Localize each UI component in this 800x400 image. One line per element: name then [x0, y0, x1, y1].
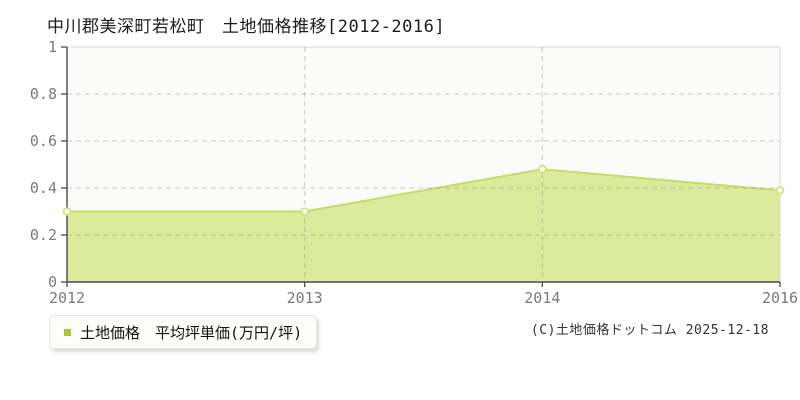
data-point-marker — [538, 164, 547, 174]
series-line — [67, 168, 781, 213]
y-axis-label: 0.2 — [30, 226, 57, 244]
y-axis-label: 0.6 — [30, 132, 57, 150]
x-axis-label: 2014 — [524, 289, 560, 307]
copyright-text: (C)土地価格ドットコム 2025-12-18 — [530, 323, 769, 338]
x-axis-label: 2012 — [49, 289, 85, 307]
y-axis-label: 0.8 — [30, 85, 57, 103]
data-point-marker — [775, 186, 785, 195]
y-axis-label: 0 — [48, 273, 57, 291]
price-trend-chart: 0 0.2 0.4 0.6 0.8 1 2012 2013 2014 2016 — [30, 38, 798, 307]
x-axis-label: 2016 — [762, 289, 798, 307]
legend-label: 土地価格 平均坪単価(万円/坪) — [80, 323, 303, 342]
page-title: 中川郡美深町若松町 土地価格推移[2012-2016] — [47, 17, 446, 37]
legend-swatch-icon — [64, 328, 71, 336]
data-point-marker — [62, 207, 72, 216]
legend: 土地価格 平均坪単価(万円/坪) — [49, 315, 318, 349]
area-series — [67, 169, 780, 282]
data-point-marker — [300, 207, 309, 216]
x-axis-label: 2013 — [287, 289, 323, 307]
y-axis-label: 1 — [48, 38, 57, 56]
y-axis-label: 0.4 — [30, 179, 57, 197]
